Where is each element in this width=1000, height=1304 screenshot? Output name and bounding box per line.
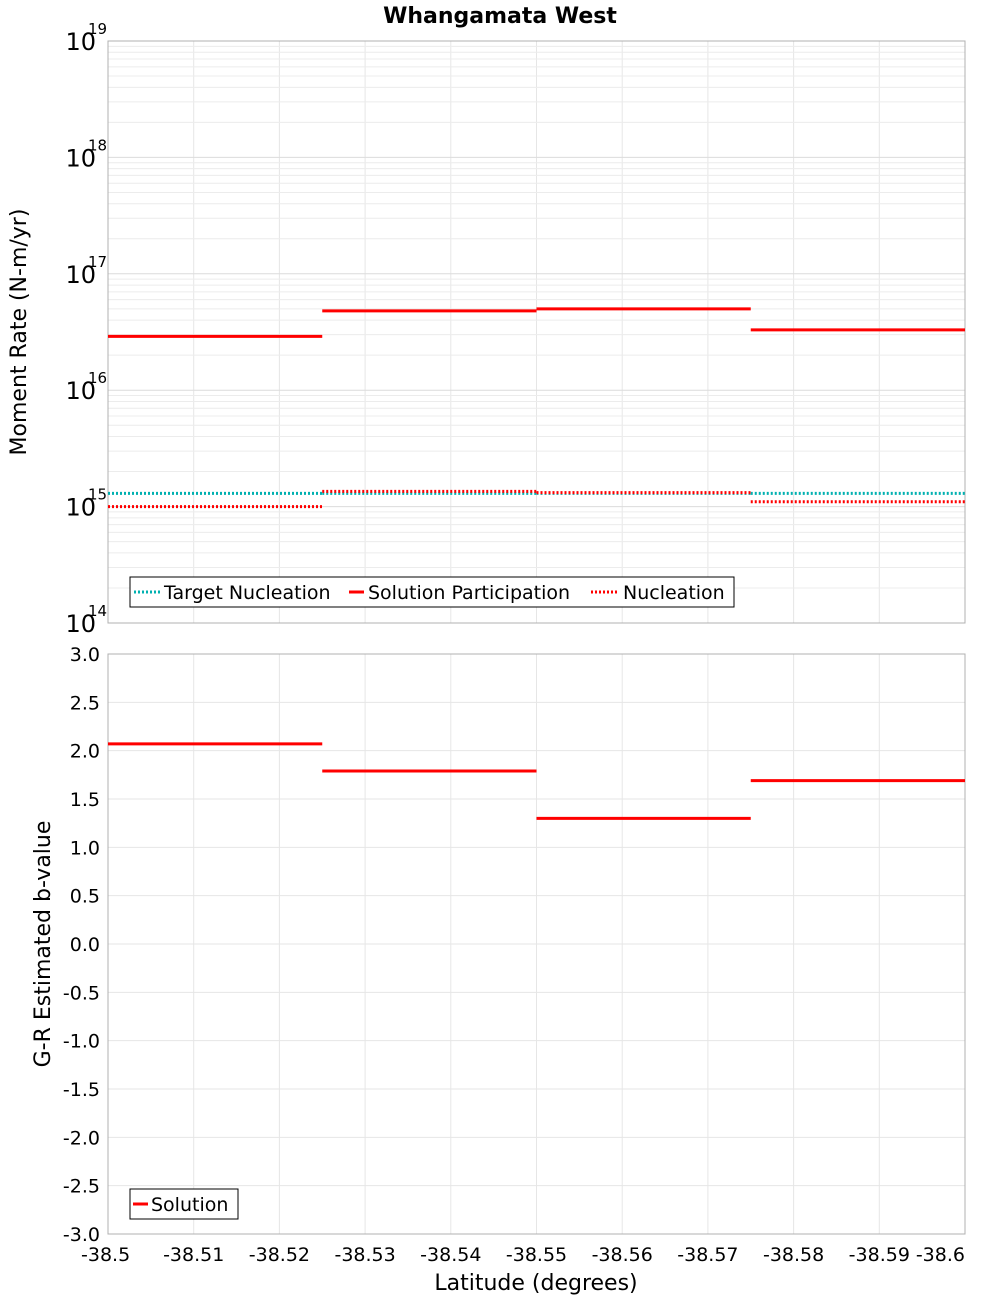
bottom-y-tick-label: -2.5 bbox=[63, 1176, 100, 1198]
top-y-tick-label: 10 bbox=[65, 144, 96, 172]
x-tick-label: -38.57 bbox=[677, 1244, 738, 1266]
bottom-x-ticks: -38.5 -38.51 -38.52 -38.53 -38.54 -38.55 -38.5… bbox=[81, 1244, 965, 1266]
bottom-y-tick-label: 0.5 bbox=[70, 886, 100, 908]
top-y-tick-label: 10 bbox=[65, 261, 96, 289]
bottom-series bbox=[108, 742, 965, 820]
top-legend-box bbox=[129, 576, 735, 608]
x-tick-label: -38.53 bbox=[334, 1244, 395, 1266]
x-tick-label: -38.56 bbox=[592, 1244, 653, 1266]
bottom-y-ticks: 3.0 2.5 2.0 1.5 1.0 0.5 0.0 -0.5 -1.0 -1.5 -2.0 -2.… bbox=[63, 644, 100, 1246]
top-y-tick-exponent: 15 bbox=[88, 486, 107, 504]
b-value-panel: 3.0 2.5 2.0 1.5 1.0 0.5 0.0 -0.5 -1.0 -1.5 -2.0 -2.… bbox=[31, 644, 966, 1296]
top-y-tick-label: 10 bbox=[65, 610, 96, 638]
bottom-y-tick-label: 2.0 bbox=[70, 741, 100, 763]
legend-label-solution-participation: Solution Participation bbox=[368, 582, 570, 604]
bottom-y-axis-label: G-R Estimated b-value bbox=[31, 821, 56, 1068]
bottom-y-tick-label: -2.0 bbox=[63, 1127, 100, 1149]
bottom-y-tick-label: -3.0 bbox=[63, 1224, 100, 1246]
legend-label-nucleation: Nucleation bbox=[623, 582, 725, 604]
top-legend: Target Nucleation Solution Participation… bbox=[129, 576, 735, 608]
top-plot-frame bbox=[107, 40, 966, 624]
x-tick-label: -38.59 bbox=[849, 1244, 910, 1266]
bottom-plot-frame bbox=[107, 653, 966, 1235]
x-tick-label: -38.51 bbox=[163, 1244, 224, 1266]
legend-label-target-nucleation: Target Nucleation bbox=[163, 582, 331, 604]
top-y-tick-exponent: 19 bbox=[88, 20, 107, 38]
top-y-axis-label: Moment Rate (N-m/yr) bbox=[7, 209, 32, 456]
top-y-tick-label: 10 bbox=[65, 377, 96, 405]
x-tick-label: -38.58 bbox=[763, 1244, 824, 1266]
top-y-tick-label: 10 bbox=[65, 494, 96, 522]
bottom-y-tick-label: 1.0 bbox=[70, 837, 100, 859]
bottom-y-tick-label: 3.0 bbox=[70, 644, 100, 666]
bottom-y-tick-label: -0.5 bbox=[63, 982, 100, 1004]
legend-label-solution: Solution bbox=[151, 1194, 228, 1216]
x-tick-label: -38.52 bbox=[249, 1244, 310, 1266]
top-y-tick-exponent: 17 bbox=[88, 253, 107, 271]
bottom-legend: Solution bbox=[129, 1188, 239, 1220]
x-axis-label: Latitude (degrees) bbox=[434, 1271, 637, 1296]
x-tick-label: -38.6 bbox=[916, 1244, 965, 1266]
bottom-y-tick-label: -1.0 bbox=[63, 1031, 100, 1053]
bottom-y-tick-label: -1.5 bbox=[63, 1079, 100, 1101]
bottom-y-tick-label: 2.5 bbox=[70, 692, 100, 714]
top-series bbox=[108, 307, 965, 509]
top-y-tick-exponent: 14 bbox=[88, 602, 107, 620]
x-tick-label: -38.55 bbox=[506, 1244, 567, 1266]
top-y-tick-exponent: 16 bbox=[88, 369, 107, 387]
bottom-y-tick-label: 0.0 bbox=[70, 934, 100, 956]
top-y-tick-exponent: 18 bbox=[88, 136, 107, 154]
bottom-y-tick-label: 1.5 bbox=[70, 789, 100, 811]
x-tick-label: -38.5 bbox=[81, 1244, 130, 1266]
x-tick-label: -38.54 bbox=[420, 1244, 481, 1266]
top-y-tick-label: 10 bbox=[65, 28, 96, 56]
chart-title: Whangamata West bbox=[383, 4, 617, 29]
